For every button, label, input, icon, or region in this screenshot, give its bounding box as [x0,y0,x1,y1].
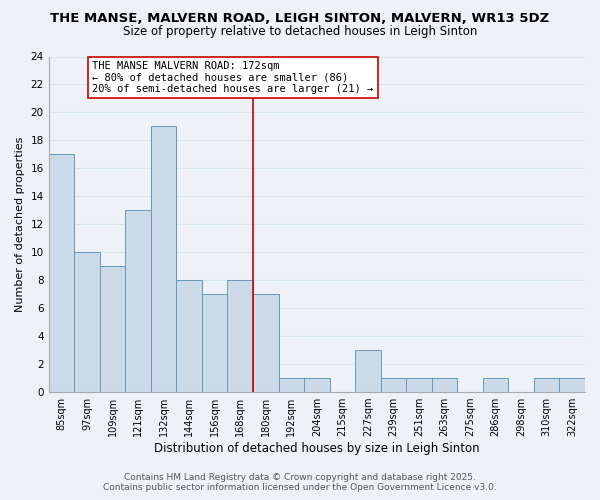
Bar [355,350,380,392]
Bar [380,378,406,392]
Text: THE MANSE MALVERN ROAD: 172sqm
← 80% of detached houses are smaller (86)
20% of : THE MANSE MALVERN ROAD: 172sqm ← 80% of … [92,60,373,94]
Bar [534,378,559,392]
Bar [406,378,432,392]
Bar [202,294,227,392]
Bar [227,280,253,392]
Bar [49,154,74,392]
Bar [278,378,304,392]
Bar [176,280,202,392]
Bar [151,126,176,392]
Text: THE MANSE, MALVERN ROAD, LEIGH SINTON, MALVERN, WR13 5DZ: THE MANSE, MALVERN ROAD, LEIGH SINTON, M… [50,12,550,26]
Text: Size of property relative to detached houses in Leigh Sinton: Size of property relative to detached ho… [123,25,477,38]
Y-axis label: Number of detached properties: Number of detached properties [15,136,25,312]
Bar [74,252,100,392]
Bar [253,294,278,392]
Bar [304,378,329,392]
X-axis label: Distribution of detached houses by size in Leigh Sinton: Distribution of detached houses by size … [154,442,479,455]
Bar [432,378,457,392]
Bar [125,210,151,392]
Bar [559,378,585,392]
Bar [100,266,125,392]
Text: Contains HM Land Registry data © Crown copyright and database right 2025.
Contai: Contains HM Land Registry data © Crown c… [103,473,497,492]
Bar [483,378,508,392]
